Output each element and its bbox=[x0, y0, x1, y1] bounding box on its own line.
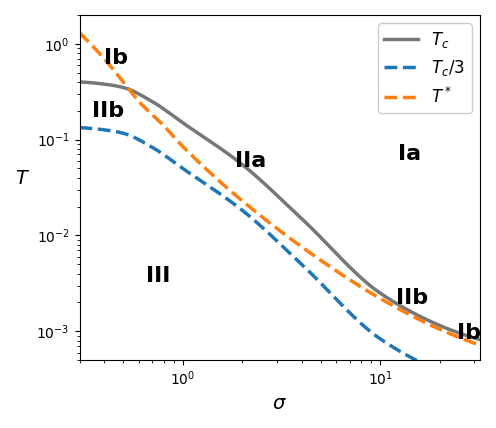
Text: III: III bbox=[146, 266, 170, 286]
$T^*$ bbox=[73, 28, 79, 33]
Text: Ib: Ib bbox=[456, 324, 481, 343]
$T_c$ bbox=[144, 96, 150, 101]
$T_c$ bbox=[120, 85, 126, 90]
$T_c$ bbox=[73, 79, 79, 84]
$T_c$ bbox=[428, 319, 434, 324]
Line: $T_c/3$: $T_c/3$ bbox=[76, 128, 483, 386]
$T_c/3$ bbox=[144, 142, 150, 147]
$T_c$ bbox=[472, 336, 478, 341]
Text: Ib: Ib bbox=[104, 48, 128, 68]
$T^*$ bbox=[144, 107, 150, 112]
$T^*$ bbox=[120, 79, 126, 84]
$T_c/3$ bbox=[120, 131, 126, 136]
$T_c/3$ bbox=[247, 214, 253, 219]
Text: Ia: Ia bbox=[397, 145, 421, 164]
Line: $T^*$: $T^*$ bbox=[76, 30, 483, 346]
$T_c/3$ bbox=[73, 125, 79, 130]
$T^*$ bbox=[428, 323, 434, 328]
$T_c/3$ bbox=[472, 381, 478, 386]
$T^*$ bbox=[229, 190, 235, 195]
Text: IIb: IIb bbox=[92, 101, 124, 121]
Line: $T_c$: $T_c$ bbox=[76, 82, 483, 340]
Text: IIa: IIa bbox=[235, 151, 266, 171]
$T_c/3$ bbox=[428, 365, 434, 370]
Legend: $T_c$, $T_c/3$, $T^*$: $T_c$, $T_c/3$, $T^*$ bbox=[378, 24, 472, 113]
Y-axis label: $T$: $T$ bbox=[15, 169, 30, 187]
$T^*$ bbox=[472, 341, 478, 346]
$T^*$ bbox=[480, 344, 486, 349]
$T_c/3$ bbox=[229, 200, 235, 205]
X-axis label: $\sigma$: $\sigma$ bbox=[272, 394, 287, 413]
$T_c$ bbox=[480, 338, 486, 343]
$T_c$ bbox=[229, 155, 235, 160]
Text: IIb: IIb bbox=[396, 288, 428, 309]
$T_c$ bbox=[247, 168, 253, 173]
$T_c/3$ bbox=[480, 383, 486, 389]
$T^*$ bbox=[247, 205, 253, 210]
